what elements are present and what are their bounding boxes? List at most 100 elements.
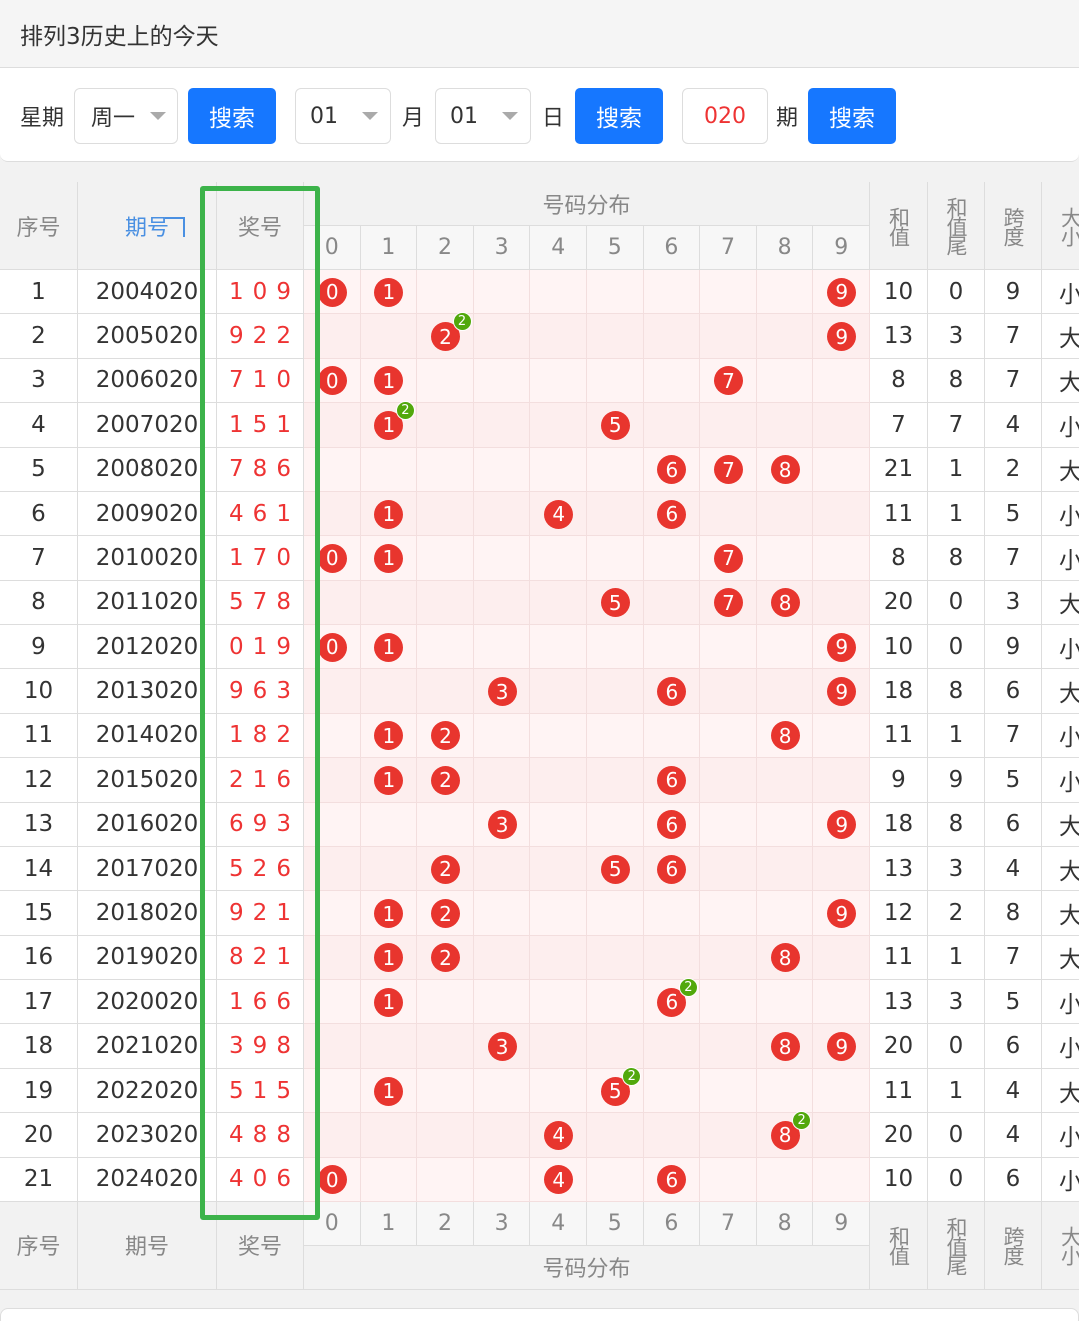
ball: 9 [827,632,857,662]
dist-cell [304,1113,361,1158]
dist-cell [530,358,587,404]
dist-cell [417,580,474,626]
row-no: 7 [0,536,78,581]
dist-cell [304,980,361,1025]
search-button[interactable]: 搜索 [188,88,276,144]
dist-cell [643,536,701,581]
ball: 8 [770,588,800,618]
dist-cell [756,270,814,315]
search-button[interactable]: 搜索 [575,88,663,144]
dist-cell [756,758,814,803]
dist-cell [813,1068,870,1114]
ball: 2 [431,765,460,795]
span: 4 [985,1068,1042,1114]
dist-cell [304,669,361,714]
ball: 8 [770,455,800,485]
tail: 1 [928,935,985,981]
sum: 13 [870,980,928,1025]
dist-cell [530,447,587,492]
dist-cell [643,1024,701,1069]
win-number: 109 [217,270,304,315]
dist-cell [813,1113,870,1158]
sum: 8 [870,358,928,404]
ball: 2 [431,721,460,751]
win-number: 786 [217,447,304,492]
size: 大 [1042,314,1079,359]
row-no: 16 [0,935,78,981]
ball: 0 [317,277,347,307]
size: 小 [1042,980,1079,1025]
issue: 2005020 [78,314,217,359]
dist-cell [530,980,587,1025]
dist-cell [530,580,587,626]
win-number: 461 [217,491,304,537]
dist-cell [700,980,757,1025]
win-number: 406 [217,1157,304,1202]
dist-cell [700,314,757,359]
dist-cell [756,980,814,1025]
sum: 13 [870,314,928,359]
digit-header: 2 [417,226,474,270]
dist-cell [587,314,644,359]
ball: 5 [600,588,630,618]
dist-cell [756,935,814,981]
dist-cell [530,758,587,803]
tail: 3 [928,314,985,359]
search-button[interactable]: 搜索 [808,88,896,144]
header-cell: 号码分布 [304,1245,870,1290]
win-number: 182 [217,713,304,759]
digit-header: 8 [756,1201,814,1246]
header-cell: 跨度 [985,1201,1042,1290]
span: 5 [985,758,1042,803]
ball: 1 [374,987,404,1017]
dist-cell [360,1024,418,1069]
size: 小 [1042,270,1079,315]
dist-cell [417,625,474,670]
ball: 6 [657,854,687,884]
size: 大 [1042,891,1079,936]
dist-cell [360,846,418,892]
dist-cell [587,1157,644,1202]
dist-cell [813,713,870,759]
header-cell: 和值 [870,182,928,270]
dist-cell [587,447,644,492]
sum: 11 [870,935,928,981]
ball: 5 [600,410,630,440]
row-no: 21 [0,1157,78,1202]
issue: 2021020 [78,1024,217,1069]
issue-input[interactable]: 020 [682,88,768,144]
digit-header: 9 [813,226,870,270]
row-no: 3 [0,358,78,404]
dist-cell [756,580,814,626]
digit-header: 7 [700,226,757,270]
issue: 2019020 [78,935,217,981]
issue: 2017020 [78,846,217,892]
sum: 11 [870,491,928,537]
dist-cell [304,758,361,803]
dist-cell [360,1157,418,1202]
ball: 9 [827,810,857,840]
dist-cell [530,1068,587,1114]
sum: 10 [870,270,928,315]
dist-cell [530,270,587,315]
issue: 2024020 [78,1157,217,1202]
header-cell: 跨度 [985,182,1042,270]
win-number: 515 [217,1068,304,1114]
row-no: 14 [0,846,78,892]
dist-cell [643,580,701,626]
span: 9 [985,625,1042,670]
digit-header: 0 [304,1201,361,1246]
dist-cell [417,669,474,714]
dist-cell [304,447,361,492]
win-number: 578 [217,580,304,626]
row-no: 10 [0,669,78,714]
tail: 8 [928,802,985,847]
tail: 1 [928,713,985,759]
dist-cell [304,1068,361,1114]
dist-cell [304,713,361,759]
dist-cell [473,270,531,315]
header-cell: 号码分布 [304,182,870,226]
title-bar: 排列3历史上的今天 [0,0,1079,68]
dist-cell [304,314,361,359]
dist-cell [643,403,701,448]
